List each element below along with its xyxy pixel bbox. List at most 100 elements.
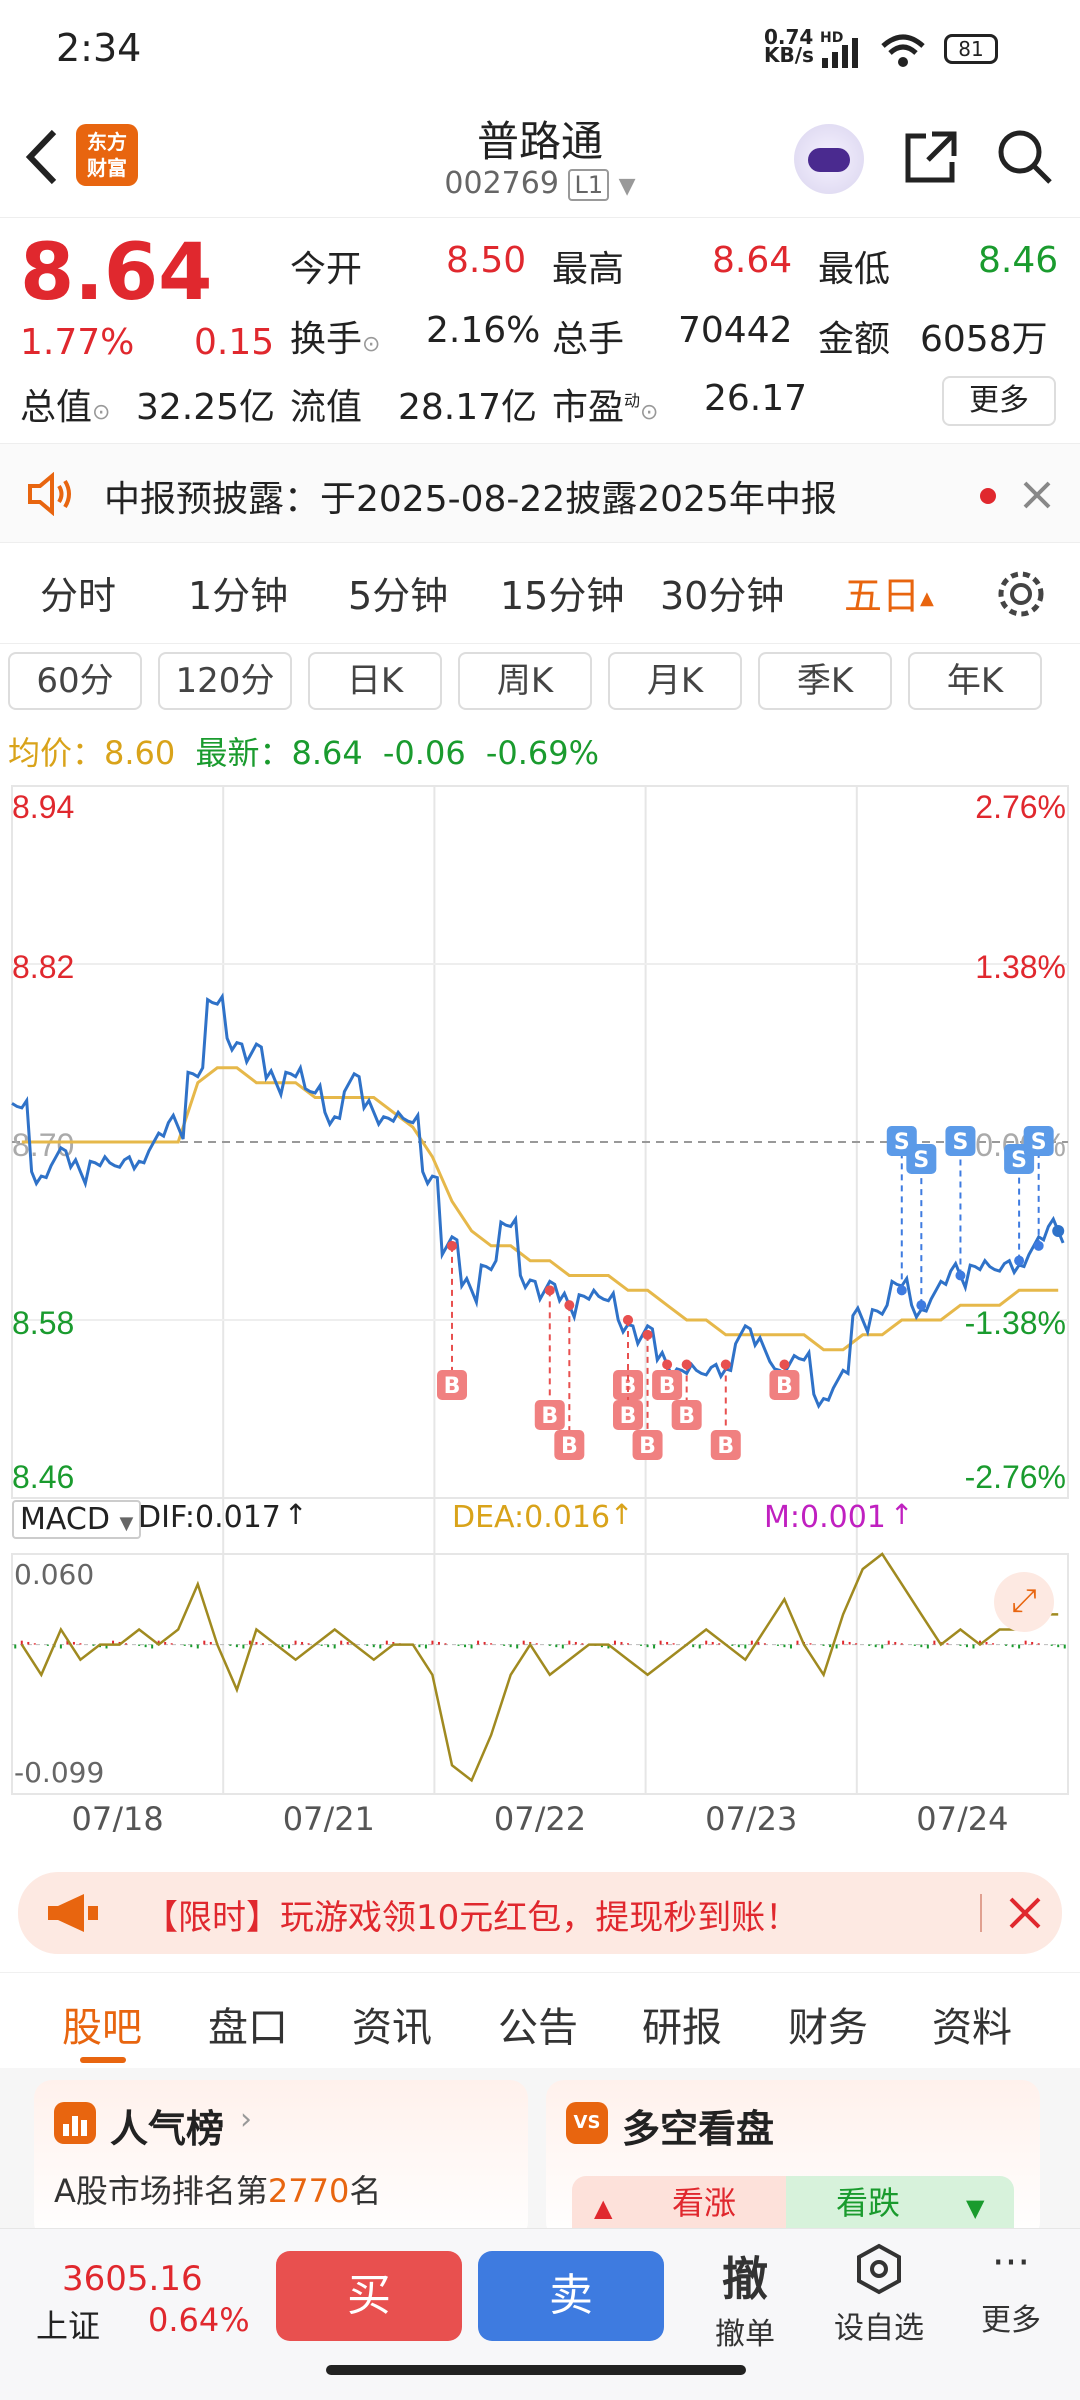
y-axis-left-label: 8.94	[12, 789, 74, 825]
volume-label: 总手	[552, 319, 625, 360]
sell-button[interactable]: 卖	[478, 2251, 664, 2341]
tab-news[interactable]: 资讯	[352, 2005, 432, 2051]
expand-icon[interactable]: ⤢	[994, 1572, 1054, 1632]
change-amount: 0.15	[194, 322, 275, 363]
buy-mark-label: B	[561, 1434, 578, 1459]
tab-research[interactable]: 研报	[642, 2005, 722, 2051]
index-value[interactable]: 3605.16	[62, 2259, 203, 2299]
sell-mark-dot	[955, 1270, 966, 1281]
quote-panel: 8.64 1.77% 0.15 今开 8.50 最高 8.64 最低 8.46 …	[0, 218, 1080, 443]
banner-text: 【限时】玩游戏领10元红包，提现秒到账！	[144, 1898, 800, 1938]
chart-legend: 均价：8.60 最新：8.64 -0.06 -0.69%	[8, 728, 599, 774]
tab-120min[interactable]: 120分	[158, 652, 292, 710]
promo-banner[interactable]: 【限时】玩游戏领10元红包，提现秒到账！	[18, 1872, 1062, 1954]
tab-financials[interactable]: 财务	[788, 2005, 868, 2051]
tab-orderbook[interactable]: 盘口	[208, 2005, 288, 2051]
search-icon[interactable]	[996, 128, 1054, 186]
back-icon[interactable]	[22, 128, 62, 186]
stock-code-selector[interactable]: 002769 L1 ▼	[444, 166, 636, 201]
x-axis-label: 07/21	[283, 1800, 375, 1832]
tab-daily[interactable]: 日K	[308, 652, 442, 710]
more-menu-button[interactable]: ··· 更多	[956, 2243, 1066, 2339]
sell-mark-label: S	[913, 1148, 929, 1173]
y-axis-left-label: 8.58	[12, 1305, 74, 1341]
unread-dot	[980, 488, 996, 504]
bull-label: 看涨	[672, 2184, 737, 2222]
popularity-rank: A股市场排名第2770名	[54, 2172, 382, 2210]
sell-mark-badge	[945, 1126, 976, 1156]
buy-mark-dot	[720, 1359, 731, 1370]
divider	[980, 1894, 982, 1932]
buy-mark-badge	[671, 1400, 702, 1430]
more-button[interactable]: 更多	[942, 376, 1056, 426]
stock-header: 东方 财富 普路通 002769 L1 ▼	[0, 100, 1080, 218]
tab-quarterly[interactable]: 季K	[758, 652, 892, 710]
sell-mark-badge	[906, 1144, 937, 1174]
low-value: 8.46	[978, 240, 1059, 281]
buy-mark-label: B	[620, 1404, 637, 1429]
buy-mark-badge	[613, 1370, 643, 1400]
assistant-avatar[interactable]	[794, 124, 864, 194]
hd-indicator: HD	[820, 30, 844, 46]
tab-15min[interactable]: 15分钟	[500, 574, 625, 618]
open-value: 8.50	[446, 240, 527, 281]
buy-mark-label: B	[659, 1374, 676, 1399]
buy-mark-badge	[437, 1370, 467, 1400]
float-label: 流值	[290, 387, 363, 428]
battery-icon: 81	[944, 34, 998, 64]
vs-icon: VS	[566, 2102, 608, 2144]
buy-mark-badge	[769, 1370, 800, 1400]
buy-mark-dot	[564, 1300, 575, 1311]
wifi-icon	[881, 34, 925, 67]
buy-mark-label: B	[541, 1404, 558, 1429]
tab-5min[interactable]: 5分钟	[348, 574, 449, 618]
tab-yearly[interactable]: 年K	[908, 652, 1042, 710]
tab-30min[interactable]: 30分钟	[660, 574, 785, 618]
cancel-order-button[interactable]: 撤撤单	[690, 2243, 800, 2353]
kline-tabs: 60分 120分 日K 周K 月K 季K 年K	[0, 643, 1080, 718]
tab-forum[interactable]: 股吧	[62, 2005, 142, 2051]
tab-indicator	[80, 2057, 126, 2063]
buy-mark-label: B	[444, 1374, 461, 1399]
popularity-card[interactable]: 人气榜 › A股市场排名第2770名	[34, 2080, 528, 2240]
price-line	[11, 992, 1065, 1410]
avg-price-line	[21, 1066, 1059, 1352]
tab-profile[interactable]: 资料	[932, 2005, 1012, 2051]
close-icon[interactable]	[1008, 1896, 1042, 1930]
settings-gear-icon[interactable]	[994, 567, 1048, 621]
dea-value: DEA:0.016	[452, 1500, 611, 1535]
five-day-chart[interactable]: 8.948.828.708.588.462.76%1.38%0.00%-1.38…	[0, 782, 1080, 1838]
notice-bar[interactable]: 中报预披露：于2025-08-22披露2025年中报	[0, 443, 1080, 543]
pe-label: 市盈动⊙	[552, 387, 659, 428]
macd-selector[interactable]: MACD ▼	[12, 1500, 142, 1539]
x-axis-label: 07/22	[494, 1800, 586, 1832]
buy-mark-label: B	[717, 1434, 734, 1459]
tab-60min[interactable]: 60分	[8, 652, 142, 710]
tab-weekly[interactable]: 周K	[458, 652, 592, 710]
tab-announcements[interactable]: 公告	[498, 2005, 578, 2051]
tab-monthly[interactable]: 月K	[608, 652, 742, 710]
mcap-value: 32.25亿	[136, 387, 276, 428]
sentiment-card[interactable]: VS 多空看盘 ▲ 看涨 看跌 ▼	[546, 2080, 1040, 2246]
high-value: 8.64	[712, 240, 793, 281]
close-icon[interactable]	[1022, 480, 1052, 510]
buy-mark-label: B	[639, 1434, 656, 1459]
buy-mark-dot	[447, 1240, 457, 1251]
dif-value: DIF:0.017	[138, 1500, 281, 1535]
high-label: 最高	[552, 249, 625, 290]
tab-intraday[interactable]: 分时	[40, 574, 117, 618]
index-name: 上证	[36, 2307, 101, 2345]
avg-value: 8.60	[104, 734, 176, 772]
add-watchlist-button[interactable]: 设自选	[824, 2243, 934, 2347]
bear-arrow-icon: ▼	[966, 2194, 985, 2222]
y-axis-left-label: 8.70	[12, 1127, 74, 1163]
turnover-value: 2.16%	[426, 310, 541, 351]
buy-button[interactable]: 买	[276, 2251, 462, 2341]
current-price: 8.64	[20, 228, 213, 318]
app-logo: 东方 财富	[76, 124, 138, 186]
tab-1min[interactable]: 1分钟	[188, 574, 289, 618]
tab-5day[interactable]: 五日▲	[844, 574, 934, 618]
share-icon[interactable]	[902, 128, 960, 186]
buy-mark-dot	[623, 1315, 633, 1325]
amount-label: 金额	[818, 319, 891, 360]
